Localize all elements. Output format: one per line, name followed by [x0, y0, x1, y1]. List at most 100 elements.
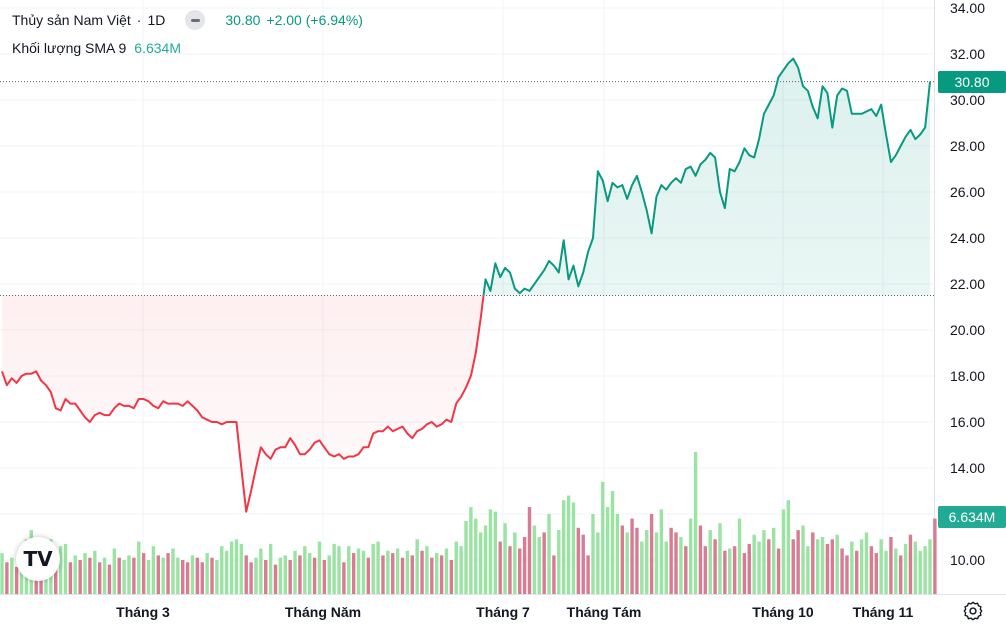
volume-bar — [161, 557, 165, 594]
volume-bar — [605, 507, 610, 594]
volume-bar — [278, 557, 283, 594]
volume-bar — [791, 539, 795, 594]
volume-bar — [679, 537, 683, 594]
y-tick-label: 34.00 — [950, 0, 985, 16]
volume-bar — [488, 509, 493, 594]
volume-bar — [317, 541, 322, 594]
y-tick-label: 30.00 — [950, 92, 985, 108]
volume-bar — [425, 546, 429, 594]
volume-bar — [894, 548, 898, 594]
x-tick-label: Tháng 10 — [752, 604, 814, 620]
volume-bar — [224, 550, 229, 594]
volume-bar — [337, 546, 341, 594]
y-tick-label: 32.00 — [950, 46, 985, 62]
volume-bar — [293, 550, 297, 594]
volume-bar — [859, 539, 864, 594]
volume-bar — [493, 511, 498, 594]
volume-bar — [469, 507, 473, 594]
volume-bar — [185, 562, 190, 594]
volume-bar — [864, 532, 869, 594]
volume-bar — [806, 546, 810, 594]
volume-bar — [5, 562, 9, 594]
volume-bar — [508, 546, 512, 594]
volume-bar — [845, 555, 849, 594]
volume-bar — [366, 557, 371, 594]
volume-bar — [58, 546, 63, 594]
volume-bar — [97, 562, 102, 594]
volume-bar — [307, 553, 312, 594]
time-axis: Tháng 3 Tháng Năm Tháng 7 Tháng Tám Tháng 10… — [116, 604, 913, 620]
volume-bar — [537, 537, 541, 594]
volume-bar — [620, 525, 625, 594]
volume-bar — [811, 532, 815, 594]
volume-bar — [732, 546, 737, 594]
volume-bar — [351, 553, 356, 594]
volume-bar — [386, 550, 390, 594]
volume-bar — [767, 539, 771, 594]
last-price: 30.80 — [225, 12, 261, 28]
legend-volume: Khối lượng SMA 9 6.634M — [12, 40, 181, 56]
y-tick-label: 18.00 — [950, 368, 985, 384]
volume-bar — [0, 553, 4, 594]
volume-bar — [132, 557, 136, 594]
x-tick-label: Tháng 7 — [476, 604, 530, 620]
y-tick-label: 28.00 — [950, 138, 985, 154]
legend-separator: · — [136, 12, 142, 28]
volume-bar — [102, 557, 107, 594]
symbol-name[interactable]: Thủy sản Nam Việt — [12, 12, 131, 28]
volume-bar — [698, 525, 703, 594]
volume-bar — [786, 500, 791, 594]
volume-bar — [415, 539, 419, 594]
volume-bar — [552, 555, 556, 594]
volume-bar — [298, 555, 302, 594]
volume-bar — [459, 546, 463, 594]
volume-bar — [591, 514, 595, 594]
gear-icon[interactable] — [962, 600, 984, 622]
collapse-toggle-icon[interactable] — [185, 10, 206, 30]
volume-bar — [815, 539, 820, 594]
volume-bar — [264, 560, 268, 594]
volume-bar — [830, 539, 835, 594]
volume-bar — [112, 548, 117, 594]
volume-bar — [137, 541, 141, 594]
volume-bar — [933, 518, 937, 594]
volume-bar — [688, 518, 693, 594]
volume-bar — [288, 560, 292, 594]
volume-bar — [117, 557, 121, 594]
volume-bar — [19, 560, 24, 594]
volume-bar — [557, 530, 561, 594]
volume-bar — [801, 525, 805, 594]
volume-bar — [244, 555, 248, 594]
volume-bar — [234, 539, 239, 594]
volume-bar — [610, 491, 615, 594]
volume-label[interactable]: Khối lượng SMA 9 — [12, 40, 127, 56]
volume-bar — [405, 550, 410, 594]
volume-bar — [513, 532, 517, 594]
volume-bar — [586, 555, 590, 594]
volume-bar — [576, 527, 581, 594]
x-tick-label: Tháng Năm — [285, 604, 361, 620]
volume-bar — [601, 481, 605, 594]
volume-bar — [664, 541, 668, 594]
volume-bar — [141, 553, 146, 594]
volume-bar — [303, 546, 307, 594]
volume-value: 6.634M — [134, 40, 181, 56]
volume-bar — [478, 532, 483, 594]
volume-bars — [0, 451, 937, 594]
volume-bar — [342, 562, 346, 594]
volume-bar — [771, 527, 776, 594]
volume-bar — [464, 520, 468, 594]
interval[interactable]: 1D — [147, 12, 166, 28]
volume-bar — [332, 543, 336, 594]
volume-bar — [532, 525, 537, 594]
volume-bar — [474, 518, 478, 594]
volume-bar — [254, 557, 258, 594]
volume-bar — [347, 546, 351, 594]
volume-bar — [737, 518, 742, 594]
volume-bar — [547, 514, 551, 594]
tradingview-logo-icon[interactable]: TV — [16, 537, 60, 581]
volume-bar — [205, 553, 209, 594]
volume-bar — [718, 523, 722, 594]
volume-bar — [654, 532, 659, 594]
